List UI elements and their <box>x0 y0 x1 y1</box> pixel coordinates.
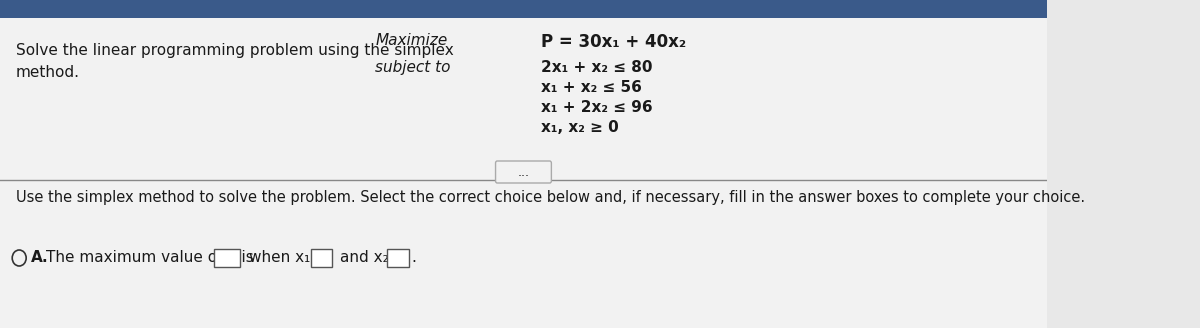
FancyBboxPatch shape <box>496 161 551 183</box>
Text: .: . <box>412 250 416 265</box>
FancyBboxPatch shape <box>214 249 240 267</box>
FancyBboxPatch shape <box>0 183 1046 328</box>
Text: A.: A. <box>31 250 49 265</box>
Text: Maximize: Maximize <box>376 33 448 48</box>
Text: method.: method. <box>16 65 79 80</box>
Text: subject to: subject to <box>376 60 451 75</box>
FancyBboxPatch shape <box>388 249 409 267</box>
Text: x₁, x₂ ≥ 0: x₁, x₂ ≥ 0 <box>541 120 619 135</box>
Text: Solve the linear programming problem using the simplex: Solve the linear programming problem usi… <box>16 43 454 58</box>
Text: 2x₁ + x₂ ≤ 80: 2x₁ + x₂ ≤ 80 <box>541 60 653 75</box>
Text: when x₁ =: when x₁ = <box>248 250 328 265</box>
Text: x₁ + x₂ ≤ 56: x₁ + x₂ ≤ 56 <box>541 80 642 95</box>
FancyBboxPatch shape <box>0 0 1046 18</box>
Text: x₁ + 2x₂ ≤ 96: x₁ + 2x₂ ≤ 96 <box>541 100 653 115</box>
Text: P = 30x₁ + 40x₂: P = 30x₁ + 40x₂ <box>541 33 686 51</box>
FancyBboxPatch shape <box>311 249 332 267</box>
Text: ...: ... <box>517 166 529 178</box>
Text: and x₂ =: and x₂ = <box>341 250 407 265</box>
Text: The maximum value of P is: The maximum value of P is <box>47 250 254 265</box>
FancyBboxPatch shape <box>0 0 1046 183</box>
Text: Use the simplex method to solve the problem. Select the correct choice below and: Use the simplex method to solve the prob… <box>16 190 1085 205</box>
